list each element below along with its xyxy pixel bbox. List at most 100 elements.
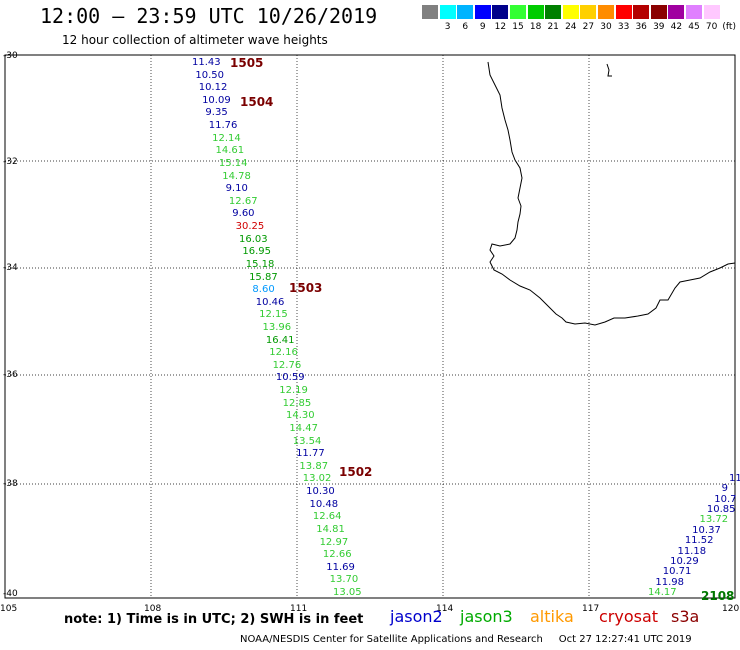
wave-height-value: 10.59 (275, 372, 305, 384)
scale-label: 39 (653, 22, 665, 32)
scale-label: 18 (529, 22, 542, 32)
wave-height-value: 11.52 (684, 535, 714, 547)
scale-swatch (580, 5, 597, 19)
wave-height-value: 11.18 (677, 545, 707, 557)
wave-height-value: 15.18 (245, 258, 275, 270)
scale-swatch (422, 5, 438, 19)
wave-height-value: 30.25 (235, 221, 265, 233)
wave-height-value: 13.02 (302, 473, 332, 485)
wave-height-value: 12.14 (212, 132, 241, 144)
island-outline (606, 63, 612, 77)
scale-swatch (527, 5, 544, 19)
lon-label: 105 (0, 604, 18, 614)
lat-label: -38 (3, 479, 18, 489)
wave-height-value: 13.54 (292, 435, 322, 447)
wave-height-value: 11.77 (296, 448, 325, 460)
wave-height-value: 10.46 (255, 296, 285, 308)
wave-height-value: 11 (729, 473, 740, 484)
scale-label: 6 (462, 22, 469, 32)
lon-label: 117 (582, 604, 600, 614)
wave-height-value: 12.16 (269, 347, 298, 359)
wave-height-value: 14.78 (222, 170, 251, 182)
scale-swatch (703, 5, 720, 19)
pass-number: 1503 (289, 281, 323, 295)
pass-number: 1502 (339, 465, 373, 479)
scale-label: 42 (670, 22, 683, 32)
scale-label: 24 (565, 22, 577, 32)
scale-label: 12 (494, 22, 507, 32)
wave-height-value: 14.17 (648, 587, 677, 598)
scale-swatch (439, 5, 456, 19)
scale-swatch (474, 5, 491, 19)
scale-label: 45 (688, 22, 700, 32)
map-frame (4, 54, 736, 599)
wave-height-value: 11.98 (655, 576, 684, 588)
scale-label: 36 (635, 22, 647, 32)
wave-height-value: 13.72 (699, 514, 729, 526)
wave-height-value: 11.43 (192, 57, 221, 68)
scale-swatch (457, 5, 474, 19)
wave-height-value: 10.30 (306, 486, 335, 498)
scale-swatch (545, 5, 562, 19)
wave-height-value: 12.97 (319, 536, 349, 548)
scale-label: 9 (479, 22, 486, 32)
scale-swatch (615, 5, 632, 19)
scale-swatch (686, 5, 702, 19)
wave-height-value: 12.67 (228, 195, 258, 207)
wave-height-value: 13.96 (262, 322, 292, 333)
wave-height-value: 16.41 (265, 334, 295, 346)
page-title: 12:00 – 23:59 UTC 10/26/2019 (40, 4, 378, 28)
wave-height-value: 10.09 (202, 94, 231, 106)
wave-height-value: 12.19 (279, 385, 308, 397)
wave-height-value: 9 (721, 483, 728, 495)
wave-height-value: 11.69 (326, 561, 355, 573)
satellite-legend-s3a: s3a (671, 607, 700, 626)
wave-height-value: 14.61 (215, 145, 245, 157)
page-subtitle: 12 hour collection of altimeter wave hei… (62, 33, 328, 47)
wave-height-value: 15.14 (218, 157, 248, 169)
scale-swatch (562, 5, 579, 19)
wave-height-value: 15.87 (249, 271, 278, 283)
wave-height-value: 9.60 (232, 208, 255, 220)
wave-height-value: 16.03 (239, 233, 268, 245)
scale-swatch (492, 5, 509, 19)
satellite-legend-jason2: jason2 (390, 607, 443, 626)
wave-height-value: 10.85 (706, 504, 736, 516)
wave-height-value: 9.10 (225, 183, 248, 195)
wave-height-value: 10.37 (692, 524, 721, 536)
scale-label: 15 (512, 22, 524, 32)
scale-label: 27 (582, 22, 595, 32)
wave-height-value: 13.87 (299, 460, 329, 472)
wave-height-value: 12.85 (282, 397, 312, 409)
lat-label: -34 (3, 263, 18, 273)
lat-label: -32 (3, 157, 18, 167)
scale-swatch (510, 5, 526, 19)
scale-label: 30 (600, 22, 612, 32)
scale-label: 70 (705, 22, 718, 32)
wave-height-value: 16.95 (242, 246, 271, 258)
pass-number: 2108 (701, 589, 735, 603)
wave-height-value: 14.47 (289, 422, 318, 434)
wave-height-value: 11.76 (208, 120, 238, 132)
satellite-legend-altika: altika (530, 607, 574, 626)
wave-height-value: 13.70 (329, 574, 359, 586)
wave-height-value: 10.29 (670, 555, 699, 567)
lon-label: 108 (144, 604, 162, 614)
lon-label: 120 (722, 604, 740, 614)
wave-height-value: 10.71 (662, 566, 692, 578)
scale-label: 3 (444, 22, 451, 32)
lat-label: -30 (3, 51, 18, 61)
wave-height-value: 14.81 (316, 523, 345, 535)
satellite-legend-jason3: jason3 (460, 607, 513, 626)
lon-label: 114 (436, 604, 454, 614)
wave-height-value: 10.48 (309, 498, 339, 510)
wave-height-value: 12.76 (272, 359, 302, 371)
wave-height-value: 13.05 (333, 587, 362, 598)
scale-swatch (633, 5, 650, 19)
wave-height-value: 9.35 (205, 107, 228, 119)
lon-label: 111 (290, 604, 308, 614)
scale-swatch (650, 5, 667, 19)
pass-number: 1504 (240, 95, 274, 109)
